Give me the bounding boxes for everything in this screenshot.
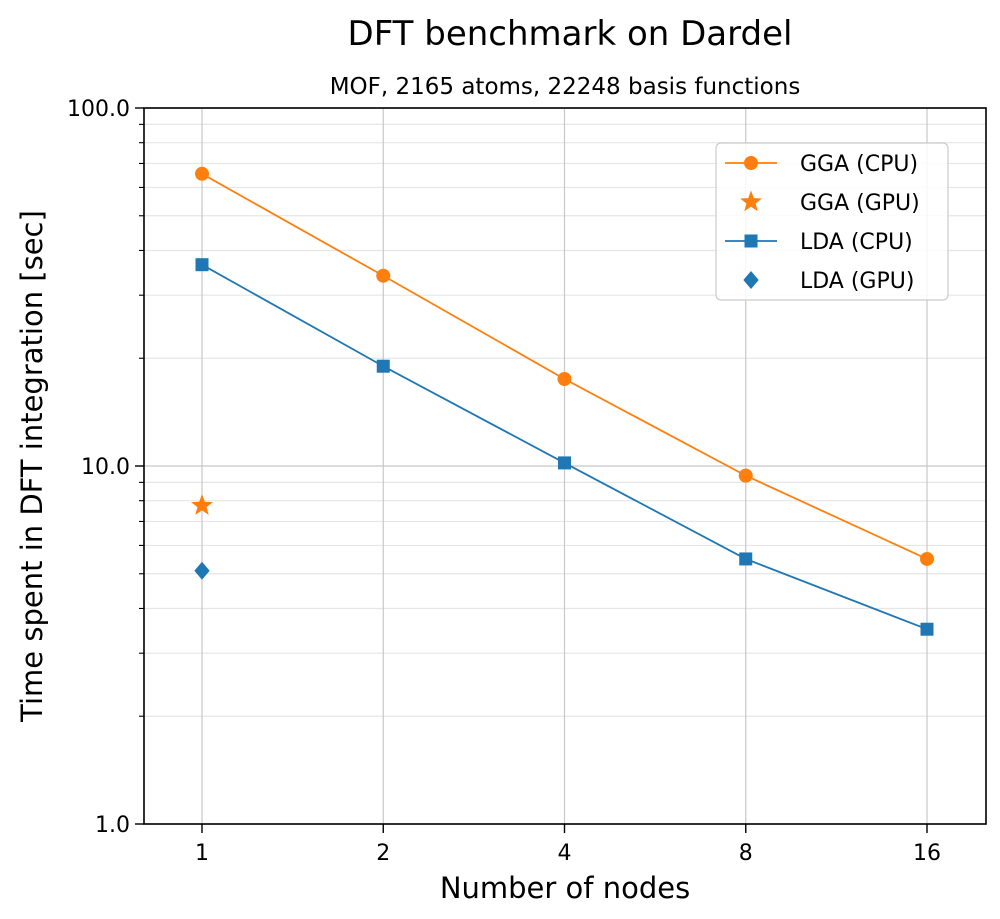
y-axis-label: Time spent in DFT integration [sec] <box>15 210 49 723</box>
data-point <box>739 552 753 566</box>
chart-subtitle: MOF, 2165 atoms, 22248 basis functions <box>330 74 801 100</box>
legend: GGA (CPU) GGA (GPU) LDA (CPU) LDA (GPU) <box>715 142 949 301</box>
chart-title: DFT benchmark on Dardel <box>348 14 793 54</box>
legend-entry: GGA (CPU) <box>725 152 918 177</box>
x-tick-label: 1 <box>195 841 209 866</box>
legend-marker <box>740 190 762 212</box>
data-point <box>920 622 934 636</box>
y-tick-label: 100.0 <box>67 97 130 122</box>
data-point <box>738 468 753 483</box>
x-axis-label: Number of nodes <box>440 871 690 905</box>
legend-box <box>715 142 949 301</box>
legend-label: GGA (CPU) <box>800 152 918 177</box>
legend-label: GGA (GPU) <box>800 191 920 216</box>
data-point <box>191 494 213 515</box>
data-point <box>558 456 571 470</box>
series-lda-cpu <box>195 258 934 636</box>
x-tick-label: 8 <box>739 841 753 866</box>
series-gga-cpu <box>195 166 934 566</box>
data-point <box>195 258 209 272</box>
series-lda-gpu <box>194 561 210 580</box>
series-gga-gpu <box>191 494 213 515</box>
data-point <box>557 371 572 386</box>
legend-marker <box>743 271 759 289</box>
y-tick-label: 1.0 <box>95 813 130 838</box>
legend-entry: GGA (GPU) <box>740 190 920 216</box>
legend-label: LDA (GPU) <box>800 269 914 294</box>
x-tick-label: 2 <box>376 841 390 866</box>
legend-marker <box>744 156 758 170</box>
x-tick-label: 4 <box>558 841 572 866</box>
data-point <box>920 551 934 566</box>
legend-label: LDA (CPU) <box>800 230 913 255</box>
x-tick-label: 16 <box>913 841 941 866</box>
y-tick-label: 10.0 <box>81 455 130 480</box>
legend-entry: LDA (CPU) <box>725 230 913 255</box>
ticks: 1.0 10.0 100.0 1 2 4 8 16 <box>67 97 941 866</box>
data-point <box>194 561 210 580</box>
legend-marker <box>744 234 758 248</box>
data-point <box>376 268 391 283</box>
data-point <box>195 166 209 181</box>
data-point <box>376 359 390 373</box>
series-layer <box>191 166 934 636</box>
legend-entry: LDA (GPU) <box>743 269 914 294</box>
